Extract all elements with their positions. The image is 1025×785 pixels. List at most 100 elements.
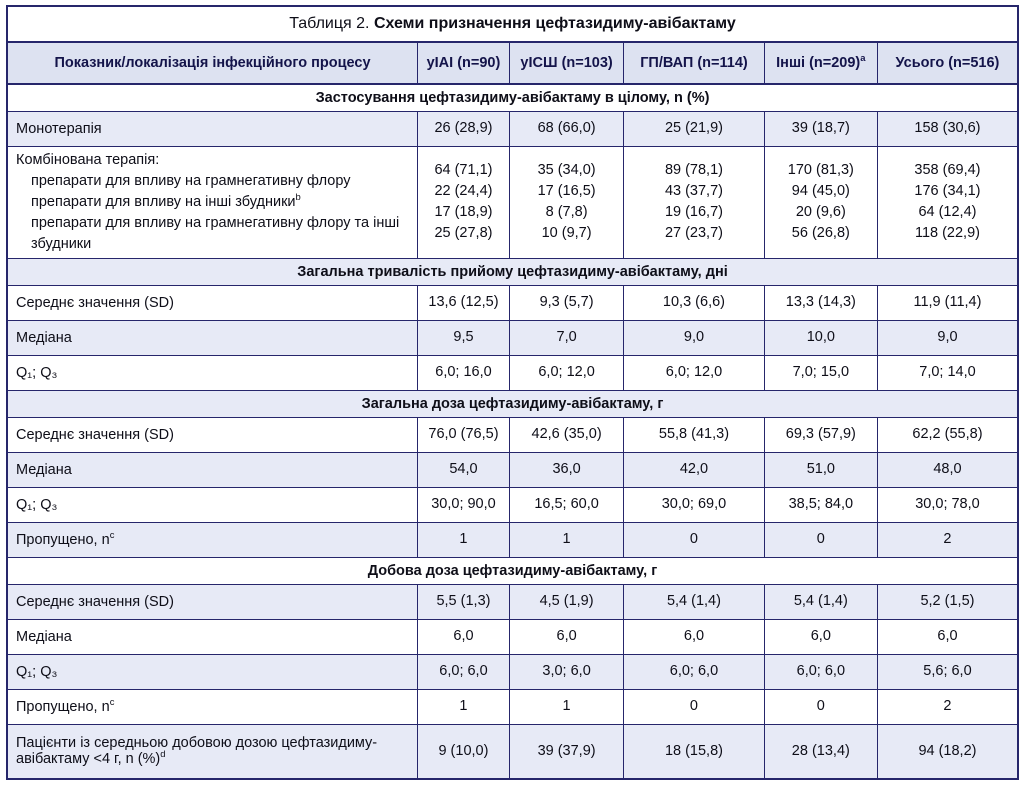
value-cell: 5,6; 6,0 bbox=[876, 653, 1019, 690]
table-row: Медіана 54,0 36,0 42,0 51,0 48,0 bbox=[6, 451, 1019, 488]
value-cell: 39 (37,9) bbox=[508, 723, 625, 780]
value-cell: 16,5; 60,0 bbox=[508, 486, 625, 523]
value-cell: 9,0 bbox=[623, 319, 765, 356]
row-label: Монотерапія bbox=[6, 110, 418, 147]
value-cell: 6,0; 6,0 bbox=[416, 653, 510, 690]
table-title: Таблиця 2. Схеми призначення цефтазидиму… bbox=[6, 5, 1019, 43]
table-row: Медіана 9,5 7,0 9,0 10,0 9,0 bbox=[6, 319, 1019, 356]
value-cell: 2 bbox=[876, 688, 1019, 725]
section-header-total-dose: Загальна доза цефтазидиму-авібактаму, г bbox=[6, 389, 1019, 418]
value-cell: 30,0; 69,0 bbox=[623, 486, 765, 523]
section-header-row: Добова доза цефтазидиму-авібактаму, г bbox=[6, 556, 1019, 585]
row-label-quartiles: Q₁; Q₃ bbox=[6, 354, 418, 391]
value-cell: 0 bbox=[763, 688, 878, 725]
row-label: Медіана bbox=[6, 319, 418, 356]
row-label-quartiles: Q₁; Q₃ bbox=[6, 653, 418, 690]
value-cell: 9,3 (5,7) bbox=[508, 284, 625, 321]
footnote-marker-c: c bbox=[109, 695, 115, 707]
column-header-indicator: Показник/локалізація інфекційного процес… bbox=[6, 41, 418, 85]
value-cell: 55,8 (41,3) bbox=[623, 416, 765, 453]
value-cell: 6,0; 6,0 bbox=[763, 653, 878, 690]
value-cell: 30,0; 90,0 bbox=[416, 486, 510, 523]
combo-label-line3: препарати для впливу на грамнегативну фл… bbox=[31, 214, 400, 252]
value-cell: 358 (69,4) 176 (34,1) 64 (12,4) 118 (22,… bbox=[876, 145, 1019, 259]
value-cell: 7,0 bbox=[508, 319, 625, 356]
value-cell: 6,0 bbox=[623, 618, 765, 655]
row-label: Медіана bbox=[6, 618, 418, 655]
table-name: Схеми призначення цефтазидиму-авібактаму bbox=[373, 15, 736, 32]
data-table: Таблиця 2. Схеми призначення цефтазидиму… bbox=[6, 5, 1019, 781]
value-cell: 1 bbox=[508, 688, 625, 725]
value-cell: 5,4 (1,4) bbox=[623, 583, 765, 620]
value-cell: 11,9 (11,4) bbox=[876, 284, 1019, 321]
section-header-usage: Застосування цефтазидиму-авібактаму в ці… bbox=[6, 83, 1019, 112]
table-row: Пропущено, nc 1 1 0 0 2 bbox=[6, 688, 1019, 725]
footnote-marker-c: c bbox=[109, 528, 115, 540]
table-row: Середнє значення (SD) 76,0 (76,5) 42,6 (… bbox=[6, 416, 1019, 453]
value-cell: 28 (13,4) bbox=[763, 723, 878, 780]
table-row: Середнє значення (SD) 13,6 (12,5) 9,3 (5… bbox=[6, 284, 1019, 321]
section-header-duration: Загальна тривалість прийому цефтазидиму-… bbox=[6, 257, 1019, 286]
combo-label-line1: препарати для впливу на грамнегативну фл… bbox=[31, 172, 351, 189]
row-label-missing: Пропущено, nc bbox=[6, 688, 418, 725]
value-cell: 48,0 bbox=[876, 451, 1019, 488]
value-cell: 69,3 (57,9) bbox=[763, 416, 878, 453]
value-cell: 89 (78,1) 43 (37,7) 19 (16,7) 27 (23,7) bbox=[623, 145, 765, 259]
value-cell: 6,0 bbox=[763, 618, 878, 655]
value-cell: 6,0 bbox=[416, 618, 510, 655]
section-header-row: Застосування цефтазидиму-авібактаму в ці… bbox=[6, 83, 1019, 112]
value-cell: 6,0 bbox=[508, 618, 625, 655]
value-cell: 64 (71,1) 22 (24,4) 17 (18,9) 25 (27,8) bbox=[416, 145, 510, 259]
row-label: Середнє значення (SD) bbox=[6, 284, 418, 321]
value-cell: 9,5 bbox=[416, 319, 510, 356]
table-number: Таблиця 2. bbox=[289, 15, 370, 32]
table-title-row: Таблиця 2. Схеми призначення цефтазидиму… bbox=[6, 5, 1019, 43]
value-cell: 9 (10,0) bbox=[416, 723, 510, 780]
value-cell: 6,0; 16,0 bbox=[416, 354, 510, 391]
value-cell: 9,0 bbox=[876, 319, 1019, 356]
value-cell: 6,0; 12,0 bbox=[623, 354, 765, 391]
combo-label-line2: препарати для впливу на інші збудникиb bbox=[31, 190, 301, 210]
row-label-patients-low-dose: Пацієнти із середньою добовою дозою цефт… bbox=[6, 723, 418, 780]
value-cell: 42,6 (35,0) bbox=[508, 416, 625, 453]
value-cell: 6,0; 6,0 bbox=[623, 653, 765, 690]
row-label-quartiles: Q₁; Q₃ bbox=[6, 486, 418, 523]
value-cell: 0 bbox=[763, 521, 878, 558]
value-cell: 25 (21,9) bbox=[623, 110, 765, 147]
value-cell: 35 (34,0) 17 (16,5) 8 (7,8) 10 (9,7) bbox=[508, 145, 625, 259]
value-cell: 1 bbox=[508, 521, 625, 558]
value-cell: 30,0; 78,0 bbox=[876, 486, 1019, 523]
value-cell: 94 (18,2) bbox=[876, 723, 1019, 780]
row-label: Медіана bbox=[6, 451, 418, 488]
value-cell: 1 bbox=[416, 521, 510, 558]
value-cell: 1 bbox=[416, 688, 510, 725]
value-cell: 3,0; 6,0 bbox=[508, 653, 625, 690]
value-cell: 62,2 (55,8) bbox=[876, 416, 1019, 453]
value-cell: 5,2 (1,5) bbox=[876, 583, 1019, 620]
value-cell: 6,0 bbox=[876, 618, 1019, 655]
value-cell: 0 bbox=[623, 521, 765, 558]
value-cell: 13,6 (12,5) bbox=[416, 284, 510, 321]
column-header-uish: уІСШ (n=103) bbox=[508, 41, 625, 85]
footnote-marker-b: b bbox=[295, 190, 301, 202]
value-cell: 2 bbox=[876, 521, 1019, 558]
table-row: Пропущено, nc 1 1 0 0 2 bbox=[6, 521, 1019, 558]
column-header-total: Усього (n=516) bbox=[876, 41, 1019, 85]
value-cell: 54,0 bbox=[416, 451, 510, 488]
value-cell: 5,5 (1,3) bbox=[416, 583, 510, 620]
column-header-gp-vap: ГП/ВАП (n=114) bbox=[623, 41, 765, 85]
table-row: Q₁; Q₃ 6,0; 16,0 6,0; 12,0 6,0; 12,0 7,0… bbox=[6, 354, 1019, 391]
column-header-row: Показник/локалізація інфекційного процес… bbox=[6, 41, 1019, 85]
value-cell: 5,4 (1,4) bbox=[763, 583, 878, 620]
row-label: Середнє значення (SD) bbox=[6, 583, 418, 620]
value-cell: 18 (15,8) bbox=[623, 723, 765, 780]
value-cell: 26 (28,9) bbox=[416, 110, 510, 147]
footnote-marker-a: a bbox=[860, 52, 866, 64]
section-header-row: Загальна тривалість прийому цефтазидиму-… bbox=[6, 257, 1019, 286]
combo-label-title: Комбінована терапія: bbox=[16, 151, 160, 168]
value-cell: 39 (18,7) bbox=[763, 110, 878, 147]
value-cell: 68 (66,0) bbox=[508, 110, 625, 147]
value-cell: 42,0 bbox=[623, 451, 765, 488]
table-row: Пацієнти із середньою добовою дозою цефт… bbox=[6, 723, 1019, 780]
